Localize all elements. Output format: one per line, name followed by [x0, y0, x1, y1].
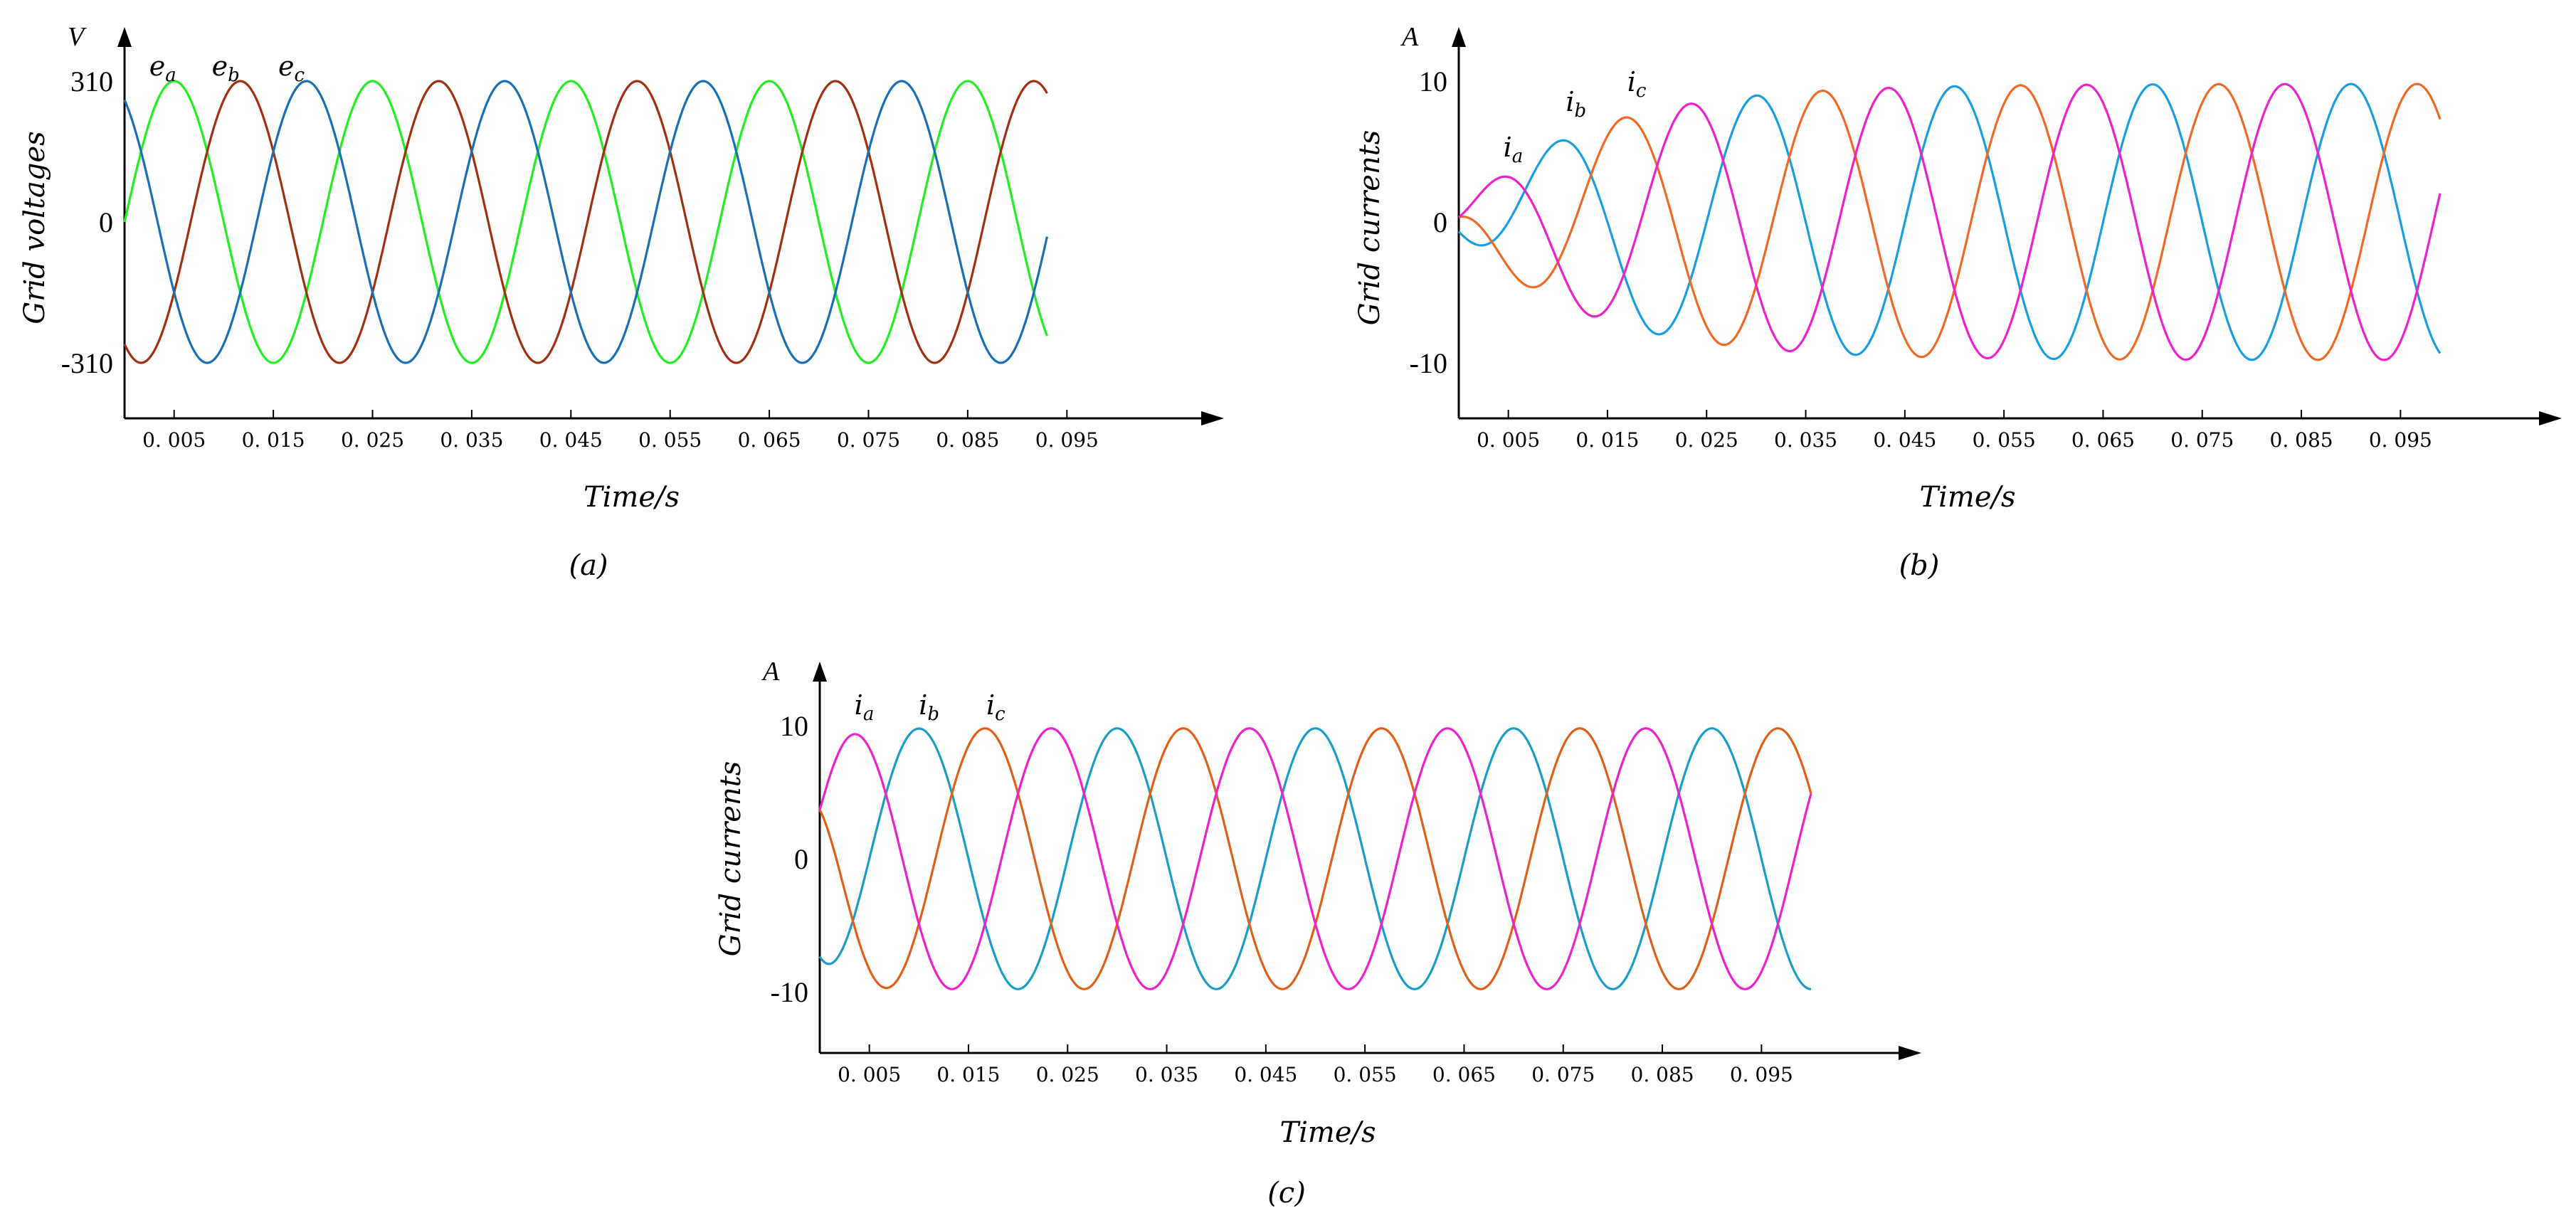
- x-tick-label: 0. 035: [1774, 428, 1837, 452]
- y-axis-title: Grid currents: [1353, 130, 1386, 326]
- x-tick-label: 0. 085: [2270, 428, 2333, 452]
- series-ia-line: [818, 727, 1812, 990]
- series-ib-label: ib: [919, 689, 939, 725]
- y-tick-label: 0: [1433, 206, 1447, 238]
- panel-caption: (a): [569, 549, 608, 582]
- series-ib-line: [1458, 83, 2442, 361]
- x-axis-arrow: [1201, 411, 1224, 425]
- y-tick-label: 0: [99, 206, 113, 238]
- y-unit-label: V: [68, 22, 87, 52]
- panel-c: A10 0 -10 0. 005 0. 015 0. 025 0. 035 0. 045 0. …: [714, 657, 1921, 1209]
- x-axis-title: Time/s: [1279, 1116, 1376, 1149]
- x-tick-label: 0. 035: [440, 428, 503, 452]
- x-axis-title: Time/s: [584, 481, 680, 514]
- y-tick-label: 10: [780, 710, 808, 742]
- series-ea-line: [123, 80, 1048, 364]
- series-ec-label: ec: [278, 51, 305, 86]
- x-tick-label: 0. 015: [242, 428, 305, 452]
- y-tick-label: 10: [1419, 65, 1447, 97]
- x-tick-label: 0. 005: [1477, 428, 1540, 452]
- y-tick-label: -10: [771, 976, 808, 1008]
- y-axis-arrow: [1452, 27, 1466, 47]
- x-tick-label: 0. 055: [1973, 428, 2036, 452]
- series-ic-line: [818, 727, 1812, 990]
- x-tick-label: 0. 015: [936, 1063, 1000, 1086]
- x-tick-label: 0. 075: [1531, 1063, 1595, 1086]
- y-axis-title: Grid voltages: [19, 131, 51, 324]
- x-tick-label: 0. 075: [837, 428, 900, 452]
- y-axis-title: Grid currents: [714, 761, 747, 957]
- x-tick-label: 0. 095: [1035, 428, 1099, 452]
- series-ea-label: ea: [149, 51, 176, 86]
- series-ic-line: [1458, 83, 2442, 361]
- x-tick-label: 0. 075: [2170, 428, 2234, 452]
- series-ic-label: ic: [986, 689, 1005, 725]
- y-axis-arrow: [117, 27, 132, 47]
- x-tick-label: 0. 025: [341, 428, 404, 452]
- x-tick-label: 0. 085: [936, 428, 999, 452]
- y-axis-arrow: [813, 662, 827, 682]
- series-eb-line: [123, 80, 1048, 364]
- y-tick-label: -10: [1410, 347, 1447, 379]
- series-ia-line: [1457, 83, 2442, 361]
- x-axis-title: Time/s: [1919, 481, 2015, 514]
- x-tick-label: 0. 015: [1575, 428, 1639, 452]
- series-ic-label: ic: [1627, 66, 1647, 102]
- x-tick-label: 0. 055: [638, 428, 702, 452]
- x-tick-label: 0. 005: [142, 428, 206, 452]
- x-tick-label: 0. 065: [738, 428, 801, 452]
- y-tick-label: 310: [70, 65, 113, 97]
- y-unit-label: A: [761, 657, 780, 687]
- y-tick-label: 0: [794, 843, 808, 875]
- x-tick-label: 0. 045: [539, 428, 603, 452]
- series-ia-label: ia: [1504, 132, 1524, 167]
- series-ec-line: [123, 80, 1048, 364]
- x-tick-label: 0. 095: [2369, 428, 2432, 452]
- y-tick-label: -310: [61, 347, 113, 379]
- x-tick-label: 0. 025: [1036, 1063, 1099, 1086]
- x-tick-label: 0. 045: [1873, 428, 1936, 452]
- panel-a: V 310 0 -310 0. 005 0. 015 0. 025 0. 035 0. 045 0…: [19, 22, 1224, 582]
- panel-caption: (c): [1267, 1177, 1306, 1209]
- x-tick-label: 0. 035: [1135, 1063, 1198, 1086]
- panel-caption: (b): [1899, 549, 1940, 582]
- x-tick-label: 0. 095: [1730, 1063, 1793, 1086]
- series-eb-label: eb: [212, 51, 240, 86]
- x-axis-arrow: [2539, 411, 2562, 425]
- x-tick-label: 0. 055: [1334, 1063, 1397, 1086]
- x-axis-arrow: [1899, 1046, 1921, 1060]
- x-tick-label: 0. 065: [1432, 1063, 1496, 1086]
- y-unit-label: A: [1400, 22, 1419, 52]
- x-tick-label: 0. 025: [1675, 428, 1738, 452]
- x-tick-label: 0. 085: [1631, 1063, 1694, 1086]
- panel-b: A10 0 -10 0. 005 0. 015 0. 025 0. 035 0. 045 0. …: [1353, 22, 2562, 582]
- series-ia-label: ia: [855, 689, 875, 725]
- x-tick-label: 0. 065: [2071, 428, 2135, 452]
- x-tick-label: 0. 045: [1234, 1063, 1297, 1086]
- series-ib-label: ib: [1566, 86, 1586, 122]
- x-tick-label: 0. 005: [838, 1063, 901, 1086]
